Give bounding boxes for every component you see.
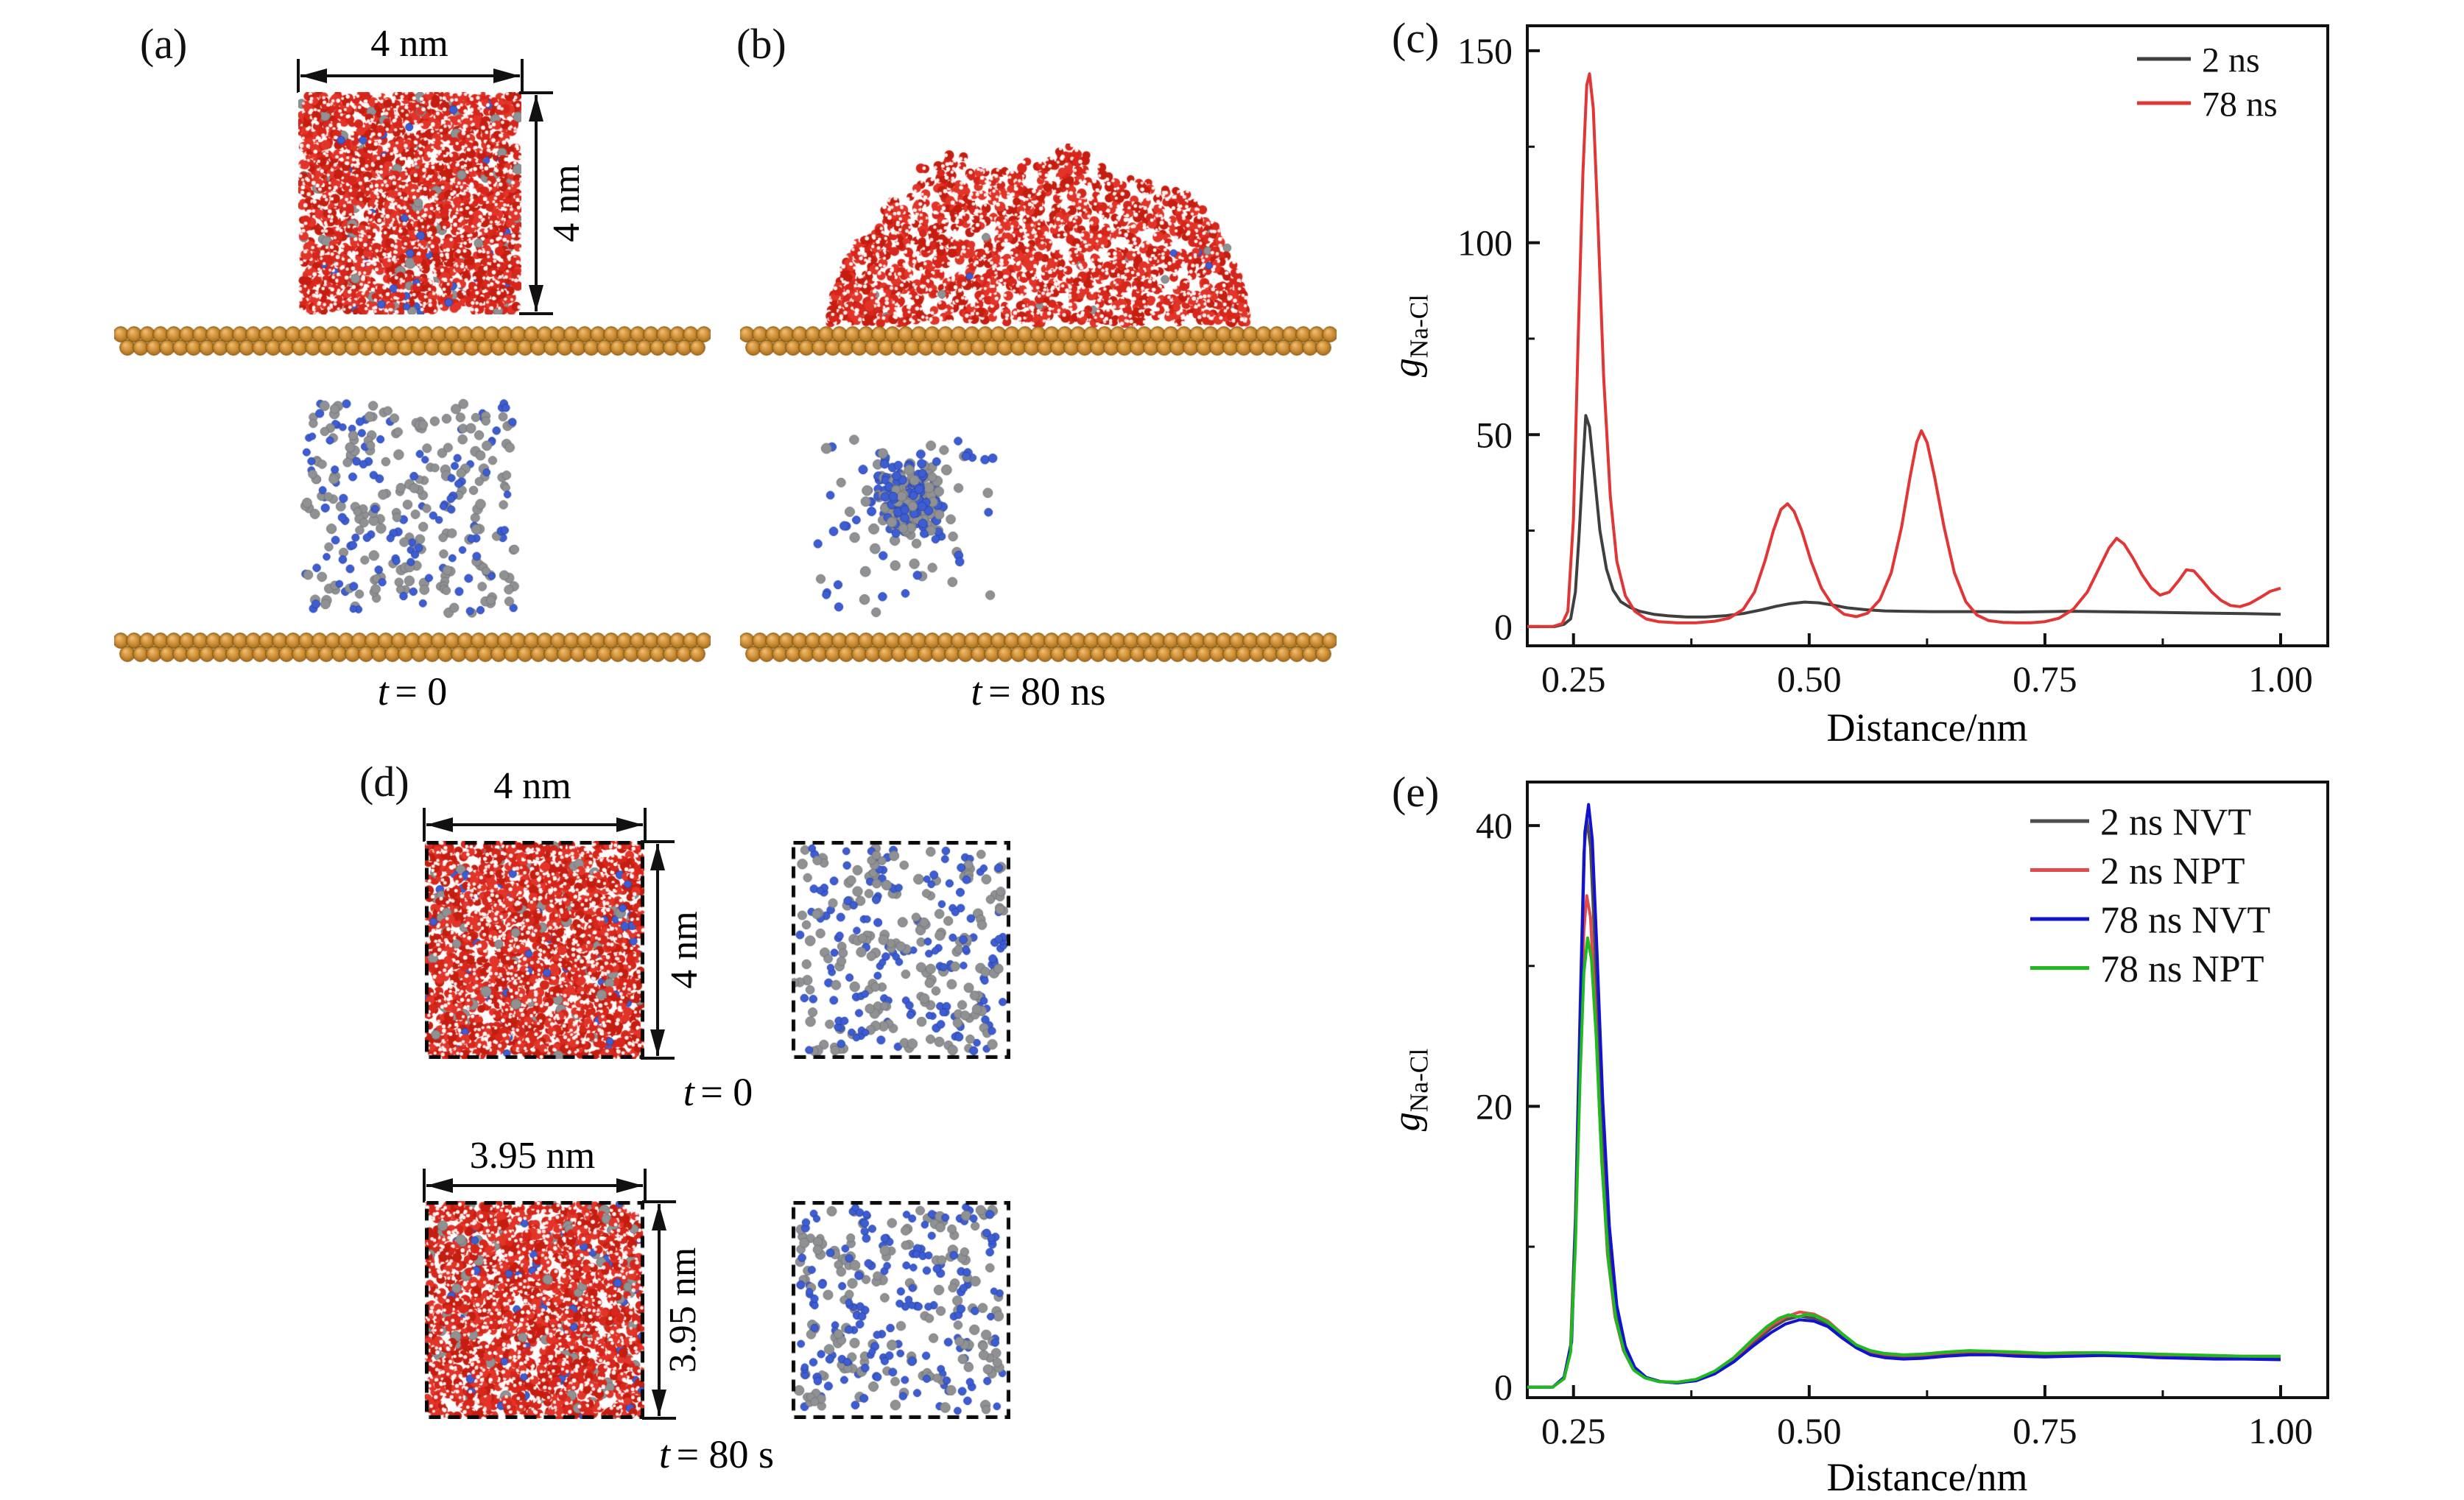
ion-slab-snapshot (298, 396, 521, 621)
legend-entry-2-ns: 2 ns (2137, 41, 2260, 80)
y-tick-label: 20 (1476, 1085, 1513, 1127)
legend: 2 ns 78 ns (2137, 41, 2278, 124)
dimension-arrow-vertical-icon (519, 91, 553, 315)
legend-label: 78 ns NPT (2100, 948, 2264, 990)
chart-c-y-axis-label: gNa-Cl (1386, 294, 1434, 378)
panel-d-top-time-label: t = 0 (683, 1070, 753, 1114)
y-tick-label: 100 (1457, 222, 1513, 264)
legend-label: 2 ns (2202, 41, 2260, 80)
panel-d-bottom-width-dimension: 3.95 nm (469, 1135, 596, 1177)
x-tick-label: 0.50 (1777, 1410, 1842, 1451)
legend-label: 2 ns NPT (2100, 851, 2245, 892)
panel-d-top-height-dimension: 4 nm (663, 911, 705, 989)
chart-e-x-axis-label: Distance/nm (1826, 1455, 2028, 1499)
series-line-2-ns (1527, 414, 2281, 628)
tick-labels: 0.25 0.50 0.75 1.00 0 20 40 (1476, 805, 2313, 1451)
x-tick-label: 0.25 (1541, 1410, 1606, 1451)
rdf-chart-e: 0.25 0.50 0.75 1.00 0 20 40 2 ns NVT 2 ns NPT 78 … (1476, 781, 2329, 1451)
panel-d-label: (d) (359, 758, 409, 806)
x-tick-label: 0.75 (2013, 1410, 2077, 1451)
substrate-layer (114, 632, 711, 663)
x-tick-label: 0.25 (1541, 658, 1606, 700)
x-tick-label: 1.00 (2248, 1410, 2313, 1451)
panel-b-label: (b) (736, 20, 786, 68)
x-tick-label: 0.75 (2013, 658, 2077, 700)
y-tick-label: 50 (1476, 414, 1513, 455)
ion-box-top-view (792, 841, 1010, 1059)
dimension-arrow-horizontal-icon (297, 59, 524, 93)
water-slab-snapshot (298, 92, 521, 314)
legend-entry-2-ns-nvt: 2 ns NVT (2030, 802, 2251, 844)
legend-entry-78-ns-npt: 78 ns NPT (2030, 948, 2264, 990)
ion-cluster-snapshot (810, 416, 1009, 630)
panel-e-label: (e) (1392, 768, 1440, 816)
panel-a-label: (a) (140, 20, 188, 68)
dimension-arrow-vertical-icon (641, 840, 675, 1060)
dimension-arrow-horizontal-icon (423, 1169, 647, 1203)
panel-d-top-width-dimension: 4 nm (493, 765, 571, 807)
tick-labels: 0.25 0.50 0.75 1.00 0 50 100 150 (1457, 30, 2313, 700)
dimension-arrow-horizontal-icon (423, 808, 647, 842)
panel-a-time-label: t = 0 (377, 669, 448, 714)
chart-e-y-axis-label: gNa-Cl (1386, 1048, 1434, 1132)
substrate-layer (740, 325, 1337, 356)
legend-entry-2-ns-npt: 2 ns NPT (2030, 851, 2245, 892)
y-tick-label: 150 (1457, 30, 1513, 71)
panel-b-time-label: t = 80 ns (971, 669, 1106, 714)
dimension-arrow-vertical-icon (642, 1200, 676, 1420)
legend-entry-78-ns: 78 ns (2137, 85, 2278, 124)
chart-c-x-axis-label: Distance/nm (1826, 705, 2028, 750)
y-tick-label: 40 (1476, 805, 1513, 846)
x-tick-label: 0.50 (1777, 658, 1842, 700)
y-tick-label: 0 (1494, 1367, 1513, 1408)
water-droplet-snapshot (821, 144, 1256, 328)
legend-entry-78-ns-nvt: 78 ns NVT (2030, 900, 2270, 942)
axis-ticks (1527, 49, 2282, 646)
panel-a-height-dimension: 4 nm (546, 164, 588, 242)
substrate-layer (740, 632, 1337, 663)
legend-label: 78 ns (2202, 85, 2278, 124)
x-tick-label: 1.00 (2248, 658, 2313, 700)
water-box-top-view (425, 841, 644, 1059)
water-box-top-view (425, 1201, 644, 1419)
series-line-78-ns-nvt (1527, 803, 2281, 1389)
series-line-78-ns (1527, 72, 2281, 628)
panel-d-bottom-time-label: t = 80 s (658, 1432, 775, 1476)
substrate-layer (114, 325, 711, 356)
y-tick-label: 0 (1494, 606, 1513, 647)
panel-a-width-dimension: 4 nm (370, 23, 448, 65)
panel-c-label: (c) (1392, 14, 1440, 62)
series-line-78-ns-npt (1527, 936, 2281, 1389)
panel-d-bottom-height-dimension: 3.95 nm (662, 1247, 704, 1373)
rdf-chart-c: 0.25 0.50 0.75 1.00 0 50 100 150 2 ns 78 ns (1457, 24, 2329, 700)
ion-box-top-view (792, 1201, 1010, 1419)
legend-label: 2 ns NVT (2100, 802, 2251, 844)
legend-label: 78 ns NVT (2100, 900, 2270, 942)
legend: 2 ns NVT 2 ns NPT 78 ns NVT 78 ns NPT (2030, 802, 2270, 990)
